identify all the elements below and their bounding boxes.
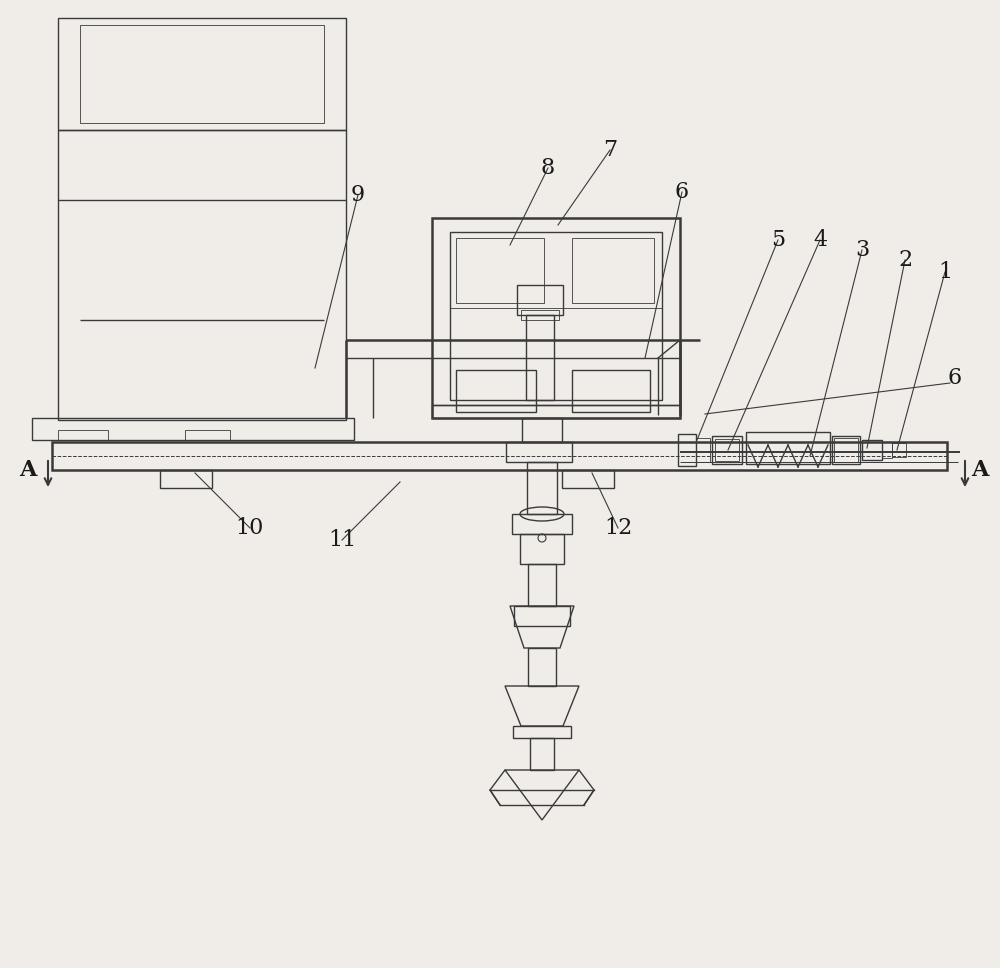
Bar bbox=[572, 238, 654, 303]
Bar bbox=[522, 418, 562, 442]
Bar bbox=[696, 438, 710, 462]
Bar bbox=[862, 440, 882, 460]
Text: 10: 10 bbox=[236, 517, 264, 539]
Bar bbox=[506, 442, 572, 462]
Bar bbox=[513, 726, 571, 738]
Bar bbox=[520, 534, 564, 564]
Bar bbox=[517, 285, 563, 315]
Text: 9: 9 bbox=[351, 184, 365, 206]
Text: A: A bbox=[19, 459, 37, 481]
Bar bbox=[58, 18, 346, 130]
Bar bbox=[530, 738, 554, 770]
Bar bbox=[832, 436, 860, 464]
Bar bbox=[456, 238, 544, 303]
Bar bbox=[456, 370, 536, 412]
Bar bbox=[58, 430, 108, 440]
Bar bbox=[678, 434, 696, 466]
Bar bbox=[834, 438, 858, 462]
Bar bbox=[52, 442, 947, 470]
Bar bbox=[32, 418, 354, 440]
Bar bbox=[528, 564, 556, 606]
Bar bbox=[746, 432, 830, 464]
Text: 6: 6 bbox=[675, 181, 689, 203]
Bar bbox=[185, 430, 230, 440]
Bar bbox=[521, 310, 559, 320]
Bar bbox=[432, 405, 680, 418]
Bar bbox=[512, 514, 572, 534]
Text: 4: 4 bbox=[813, 229, 827, 251]
Text: 8: 8 bbox=[541, 157, 555, 179]
Bar bbox=[892, 443, 906, 457]
Text: 11: 11 bbox=[328, 529, 356, 551]
Bar bbox=[882, 442, 892, 458]
Bar bbox=[715, 439, 739, 461]
Bar bbox=[528, 648, 556, 686]
Bar bbox=[712, 436, 742, 464]
Bar bbox=[572, 370, 650, 412]
Text: 12: 12 bbox=[604, 517, 632, 539]
Bar bbox=[80, 25, 324, 123]
Text: 2: 2 bbox=[898, 249, 912, 271]
Bar bbox=[562, 470, 614, 488]
Text: 6: 6 bbox=[948, 367, 962, 389]
Text: A: A bbox=[971, 459, 989, 481]
Bar bbox=[58, 130, 346, 420]
Bar bbox=[432, 218, 680, 418]
Text: 3: 3 bbox=[855, 239, 869, 261]
Bar bbox=[526, 315, 554, 400]
Bar bbox=[514, 606, 570, 626]
Bar bbox=[160, 470, 212, 488]
Bar bbox=[450, 232, 662, 400]
Text: 1: 1 bbox=[938, 261, 952, 283]
Bar bbox=[527, 462, 557, 514]
Text: 5: 5 bbox=[771, 229, 785, 251]
Text: 7: 7 bbox=[603, 139, 617, 161]
